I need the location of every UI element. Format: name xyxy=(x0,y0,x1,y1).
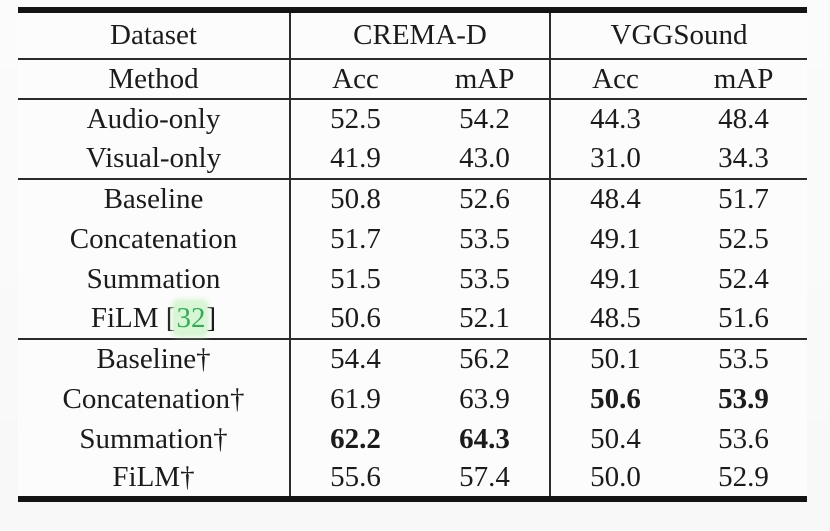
method-text: ] xyxy=(206,302,217,334)
method-label: FiLM [32] xyxy=(18,299,290,339)
header-row-metrics: Method Acc mAP Acc mAP xyxy=(18,59,808,99)
method-label: Visual-only xyxy=(85,142,222,174)
table-header: Dataset CREMA-D VGGSound Method Acc mAP … xyxy=(18,10,808,99)
cell-value: 48.4 xyxy=(549,179,681,219)
table-row-summation-dagger: Summation† 62.2 64.3 50.4 53.6 xyxy=(18,419,807,459)
cell-value: 52.4 xyxy=(718,262,769,295)
results-table: Dataset CREMA-D VGGSound Method Acc mAP … xyxy=(18,7,808,502)
cell-value: 51.6 xyxy=(718,302,769,334)
method-label: Summation xyxy=(86,262,221,295)
cell-value-best: 50.6 xyxy=(549,379,681,419)
cell-value: 55.6 xyxy=(289,459,420,499)
cell-value: 54.4 xyxy=(289,339,420,379)
table-row-concatenation: Concatenation 51.7 53.5 49.1 52.5 xyxy=(18,219,807,259)
method-label: Summation† xyxy=(79,422,228,455)
table-row-concatenation-dagger: Concatenation† 61.9 63.9 50.6 53.9 xyxy=(18,379,807,419)
table-row-visual-only: Visual-only 41.9 43.0 31.0 34.3 xyxy=(18,139,808,179)
header-acc-vgg: Acc xyxy=(549,59,681,99)
cell-value: 51.5 xyxy=(289,259,420,299)
cell-value: 52.5 xyxy=(718,222,769,255)
cell-value: 53.5 xyxy=(459,262,510,295)
cell-value: 52.9 xyxy=(718,461,769,493)
method-label: Baseline xyxy=(103,183,204,215)
cell-value: 50.0 xyxy=(549,459,681,499)
table-row-audio-only: Audio-only 52.5 54.2 44.3 48.4 xyxy=(18,99,807,139)
table-row-film-dagger: FiLM† 55.6 57.4 50.0 52.9 xyxy=(18,459,807,499)
cell-value-best: 62.2 xyxy=(289,419,420,459)
cell-value: 63.9 xyxy=(459,382,510,415)
cell-value: 50.6 xyxy=(289,299,420,339)
method-label: Concatenation† xyxy=(62,382,245,415)
cell-value: 49.1 xyxy=(549,219,681,259)
cell-value: 49.1 xyxy=(549,259,681,299)
method-label: Concatenation xyxy=(69,222,238,255)
cell-value: 52.5 xyxy=(289,99,420,139)
cell-value: 61.9 xyxy=(289,379,420,419)
cell-value: 31.0 xyxy=(549,139,681,179)
cell-value: 41.9 xyxy=(289,139,420,179)
citation-link[interactable]: 32 xyxy=(175,302,207,334)
cell-value: 53.6 xyxy=(718,422,769,455)
header-map-crema: mAP xyxy=(454,62,515,95)
cell-value: 57.4 xyxy=(459,461,510,493)
header-group-crema-d: CREMA-D xyxy=(288,10,551,59)
header-map-vgg: mAP xyxy=(713,62,774,95)
cell-value: 52.1 xyxy=(459,302,510,334)
cell-value: 51.7 xyxy=(718,183,769,215)
cell-value: 50.4 xyxy=(549,419,681,459)
header-group-vggsound: VGGSound xyxy=(549,10,808,59)
table-row-baseline-dagger: Baseline† 54.4 56.2 50.1 53.5 xyxy=(18,339,807,379)
method-label: Baseline† xyxy=(96,343,211,375)
cell-value-best: 64.3 xyxy=(459,422,510,455)
cell-value-best: 53.9 xyxy=(718,382,769,415)
cell-value: 34.3 xyxy=(718,142,769,174)
cell-value: 52.6 xyxy=(459,183,510,215)
cell-value: 56.2 xyxy=(459,343,510,375)
table-row-baseline: Baseline 50.8 52.6 48.4 51.7 xyxy=(18,179,807,219)
cell-value: 50.1 xyxy=(549,339,681,379)
table-row-film-cited: FiLM [32] 50.6 52.1 48.5 51.6 xyxy=(18,299,808,339)
cell-value: 48.4 xyxy=(718,103,769,135)
method-label: FiLM† xyxy=(112,461,195,493)
cell-value: 53.5 xyxy=(718,343,769,375)
method-label: Audio-only xyxy=(86,103,221,135)
cell-value: 53.5 xyxy=(459,222,510,255)
header-acc-crema: Acc xyxy=(289,59,420,99)
header-dataset: Dataset xyxy=(110,19,197,51)
cell-value: 48.5 xyxy=(549,299,681,339)
table-body: Audio-only 52.5 54.2 44.3 48.4 Visual-on… xyxy=(18,99,808,499)
cell-value: 43.0 xyxy=(459,142,510,174)
header-method: Method xyxy=(108,62,199,95)
cell-value: 50.8 xyxy=(289,179,420,219)
cell-value: 51.7 xyxy=(289,219,420,259)
header-row-dataset: Dataset CREMA-D VGGSound xyxy=(18,10,808,59)
table-row-summation: Summation 51.5 53.5 49.1 52.4 xyxy=(18,259,807,299)
cell-value: 44.3 xyxy=(549,99,681,139)
cell-value: 54.2 xyxy=(459,103,510,135)
method-text: FiLM [ xyxy=(90,302,176,334)
